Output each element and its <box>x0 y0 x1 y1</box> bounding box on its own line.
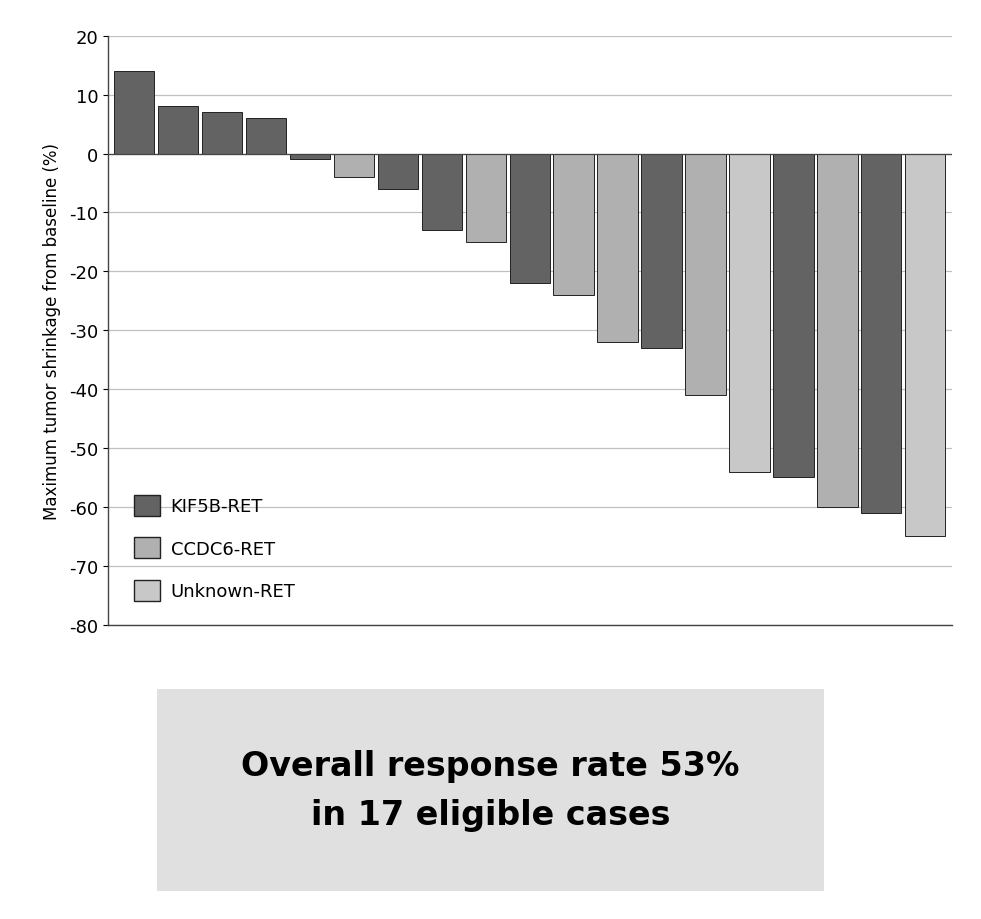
Bar <box>773 154 813 478</box>
Bar <box>729 154 770 472</box>
Bar <box>642 154 682 348</box>
Bar <box>817 154 857 507</box>
Bar <box>686 154 726 395</box>
Y-axis label: Maximum tumor shrinkage from baseline (%): Maximum tumor shrinkage from baseline (%… <box>42 142 61 519</box>
Bar <box>289 154 331 160</box>
Bar <box>378 154 418 189</box>
Bar <box>246 119 286 154</box>
Bar <box>334 154 374 178</box>
Bar <box>466 154 506 243</box>
Legend: KIF5B-RET, CCDC6-RET, Unknown-RET: KIF5B-RET, CCDC6-RET, Unknown-RET <box>126 486 304 610</box>
Bar <box>114 72 154 154</box>
Bar <box>597 154 638 343</box>
Bar <box>158 108 198 154</box>
Bar <box>509 154 550 284</box>
Text: Overall response rate 53%
in 17 eligible cases: Overall response rate 53% in 17 eligible… <box>241 750 740 831</box>
Bar <box>422 154 462 231</box>
Bar <box>202 113 242 154</box>
Bar <box>861 154 902 513</box>
Bar <box>553 154 594 296</box>
Bar <box>905 154 946 537</box>
